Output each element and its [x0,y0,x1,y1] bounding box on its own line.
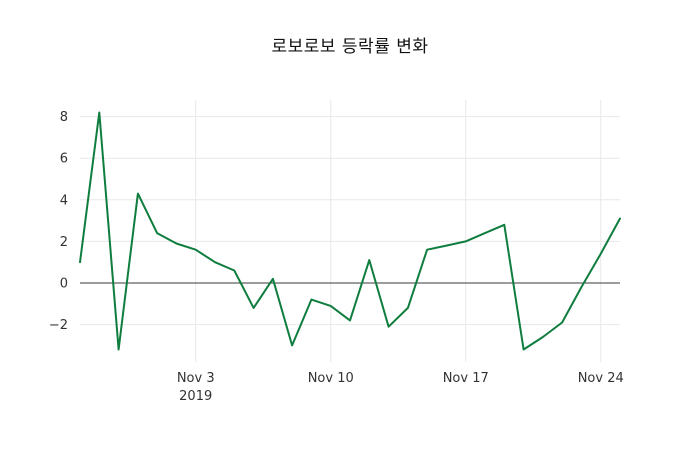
y-tick-label: 8 [60,110,68,125]
y-tick-label: −2 [49,318,68,333]
y-tick-label: 2 [60,235,68,250]
x-tick-label: Nov 3 [177,371,215,386]
x-tick-label: Nov 17 [443,371,489,386]
y-tick-label: 6 [60,152,68,167]
x-tick-label: Nov 10 [308,371,354,386]
price-change-line [79,111,621,351]
x-tick-year-label: 2019 [179,389,212,404]
y-tick-label: 0 [60,276,68,291]
chart-title: 로보로보 등락률 변화 [271,37,429,57]
x-tick-label: Nov 24 [578,371,624,386]
y-tick-label: 4 [60,193,68,208]
